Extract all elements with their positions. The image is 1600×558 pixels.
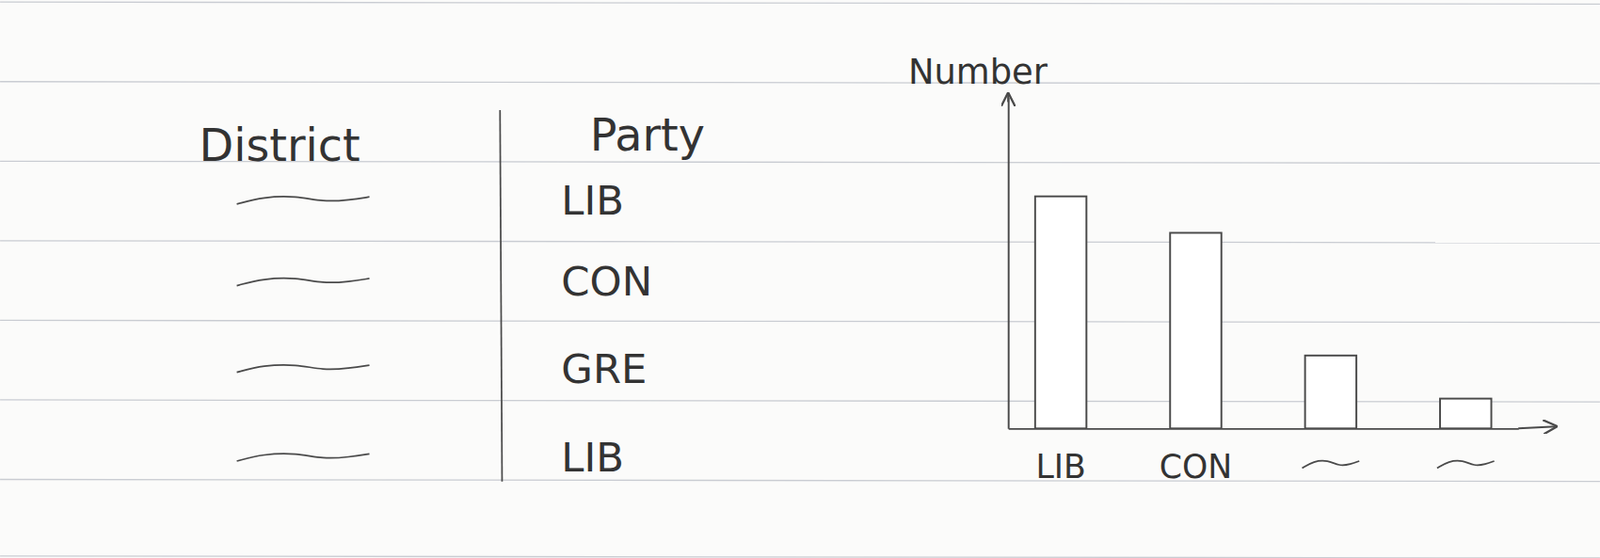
squiggle [237, 365, 370, 373]
bar [1169, 232, 1221, 429]
x-axis: LIB CON [1008, 429, 1520, 486]
column-header: District [198, 119, 360, 172]
column-divider [499, 110, 502, 482]
bar [1305, 355, 1357, 430]
bars [1035, 196, 1492, 430]
squiggle [1437, 461, 1495, 469]
bar [1440, 399, 1491, 430]
ruled-line [0, 1, 1600, 4]
sketch: District Party LIB CON GRE LIB LIB CON Number [0, 0, 1600, 558]
table: District Party LIB CON GRE LIB [198, 109, 705, 481]
squiggle [237, 196, 370, 205]
y-axis-title: Number [908, 51, 1049, 93]
bar [1035, 196, 1087, 430]
table-cell: LIB [560, 176, 624, 224]
x-tick-label: CON [1159, 448, 1232, 486]
column-header: Party [590, 109, 705, 161]
ruled-line [0, 556, 1600, 558]
y-arrow [1007, 94, 1009, 103]
x-tick: LIB [1035, 448, 1086, 486]
table-cell: GRE [560, 345, 647, 393]
x-tick-label: LIB [1035, 448, 1086, 486]
ruled-line [0, 320, 1600, 322]
bar-chart: LIB CON Number [908, 51, 1556, 486]
paper-lines [0, 1, 1600, 558]
ruled-line [0, 240, 1600, 243]
ruled-line [0, 400, 1600, 402]
table-cell: CON [560, 257, 653, 305]
table-cell: LIB [560, 433, 624, 481]
y-axis [1008, 97, 1009, 430]
ruled-line [0, 480, 1600, 482]
squiggle [1302, 461, 1360, 469]
x-tick: CON [1159, 448, 1232, 486]
squiggle [237, 453, 370, 462]
ruled-line [0, 81, 1600, 84]
x-arrow [1518, 426, 1556, 429]
x-axis-line [1008, 428, 1520, 431]
y-axis-line [1008, 97, 1010, 430]
squiggle [237, 278, 370, 287]
